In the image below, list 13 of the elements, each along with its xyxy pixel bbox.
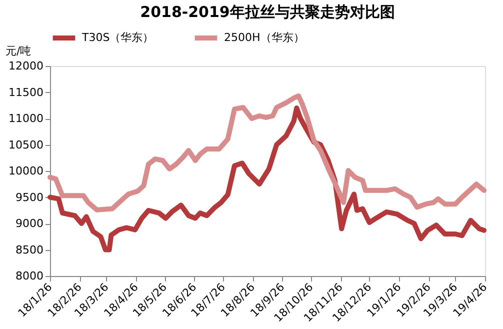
chart-title: 2018-2019年拉丝与共聚走势对比图: [140, 3, 395, 21]
legend-label: T30S（华东）: [81, 31, 154, 44]
y-tick-label: 8500: [16, 243, 44, 256]
y-tick-label: 11500: [8, 86, 44, 99]
y-tick-label: 10500: [8, 138, 44, 152]
y-axis-title: 元/吨: [6, 44, 32, 58]
y-tick-label: 9500: [16, 190, 44, 204]
y-tick-label: 8000: [16, 270, 44, 282]
legend-label: 2500H（华东）: [224, 31, 304, 44]
y-tick-label: 9000: [16, 217, 44, 230]
y-tick-label: 11000: [8, 112, 44, 125]
y-tick-label: 10000: [8, 164, 44, 178]
y-tick-label: 12000: [8, 60, 44, 72]
